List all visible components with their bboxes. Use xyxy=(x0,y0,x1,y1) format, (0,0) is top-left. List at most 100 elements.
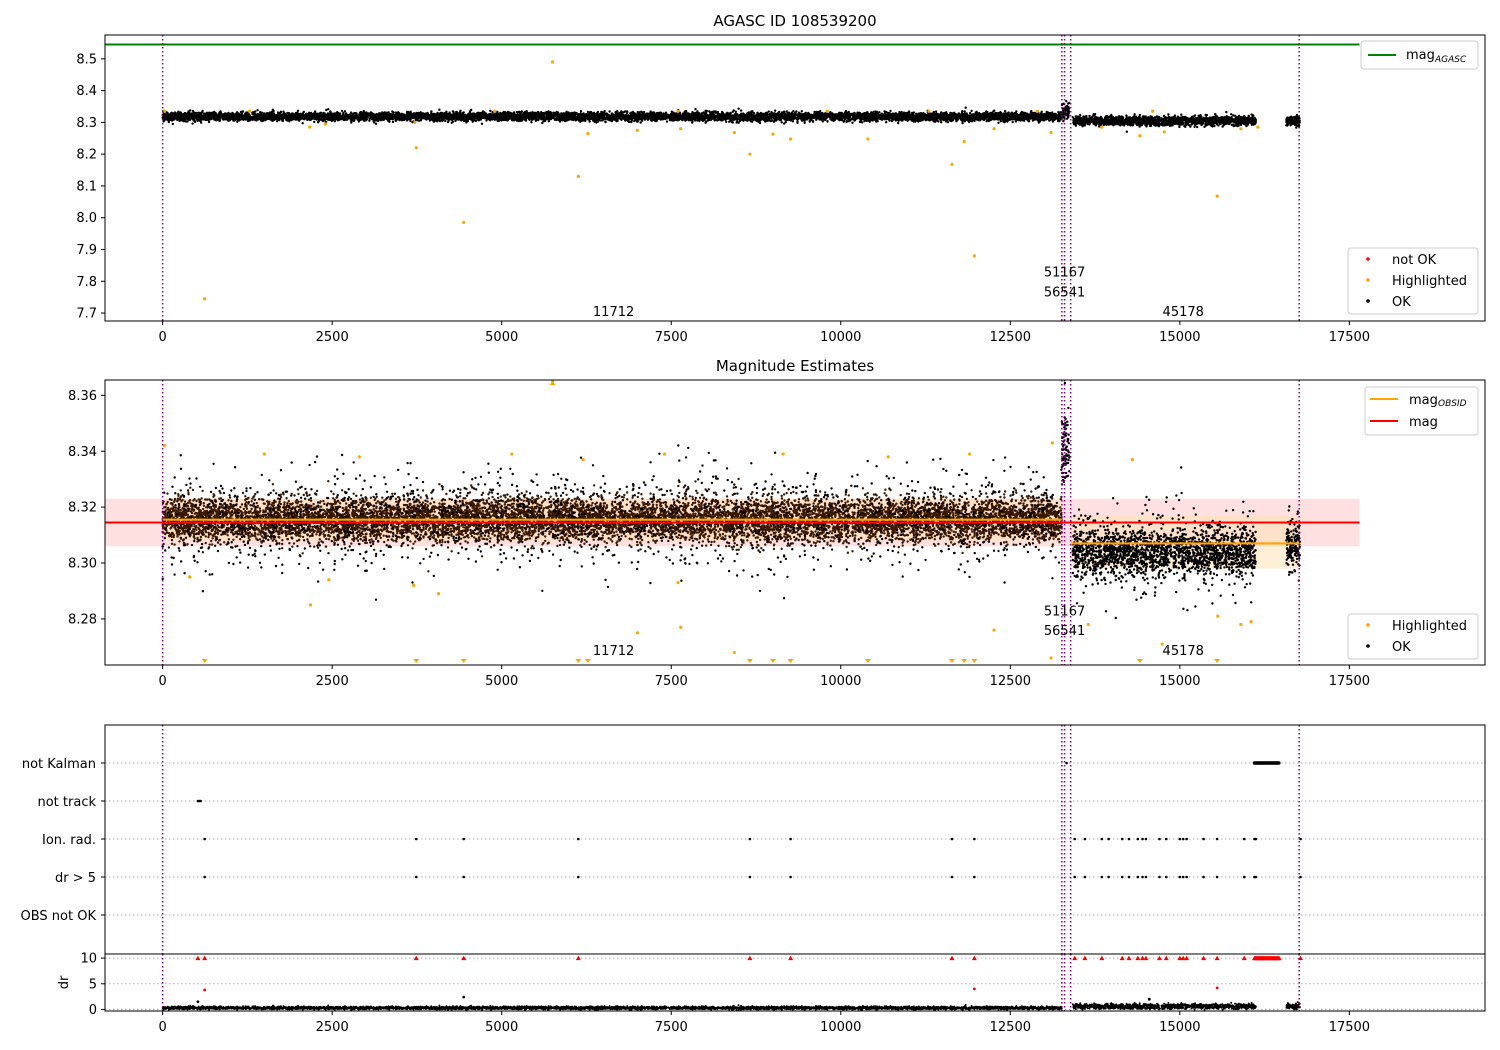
highlighted-point xyxy=(992,628,996,632)
highlighted-limit-marker xyxy=(864,659,871,663)
highlighted-point xyxy=(825,109,829,113)
highlighted-point xyxy=(327,578,331,582)
legend-label: OK xyxy=(1392,640,1411,655)
flag-point xyxy=(1065,761,1068,765)
panel-dr-frame xyxy=(104,953,1486,1012)
dr-clipped-marker xyxy=(575,955,581,961)
panel-dr: 0 2500 5000 7500 10000 12500 15000 17500 0 5 10 dr xyxy=(57,952,1486,1035)
highlighted-point xyxy=(510,452,514,456)
flag-category-label: OBS not OK xyxy=(21,909,97,924)
obsid-label: 45178 xyxy=(1163,644,1204,659)
flag-point xyxy=(950,837,954,841)
x-tick-label: 7500 xyxy=(655,674,688,689)
x-tick-label: 10000 xyxy=(820,330,861,345)
x-tick-label: 12500 xyxy=(990,674,1031,689)
flag-category-label: not track xyxy=(37,795,96,810)
x-tick-label: 17500 xyxy=(1329,674,1370,689)
highlighted-point xyxy=(635,631,639,635)
highlighted-point xyxy=(676,109,680,113)
y-tick-label: 10 xyxy=(80,952,97,967)
flag-point xyxy=(1136,875,1140,879)
flag-point xyxy=(577,837,580,841)
x-tick-label: 10000 xyxy=(820,674,861,689)
flag-point xyxy=(1107,875,1110,879)
x-tick-label: 15000 xyxy=(1159,1020,1200,1035)
legend-label: mag xyxy=(1409,415,1438,430)
dr-clipped-marker xyxy=(1072,955,1078,961)
highlighted-limit-marker xyxy=(948,659,955,663)
y-tick-label: 8.36 xyxy=(68,389,97,404)
x-tick-label: 5000 xyxy=(485,330,518,345)
flag-point xyxy=(1141,875,1144,879)
flag-point xyxy=(1164,837,1168,841)
flag-point xyxy=(1144,837,1148,841)
panel-mag-estimates: 51167 56541 11712 45178 0 2500 5000 7500 10000 12… xyxy=(68,357,1486,689)
flag-point xyxy=(1185,875,1188,879)
ok-point-cloud xyxy=(161,106,1063,126)
dr-clipped-marker xyxy=(1201,955,1207,961)
flag-point xyxy=(199,799,202,803)
highlighted-limit-marker xyxy=(1214,659,1221,663)
highlighted-limit-marker xyxy=(961,659,968,663)
panel-agasc-plot: 51167 56541 11712 45178 xyxy=(105,35,1360,321)
legend-label: Highlighted xyxy=(1392,619,1467,634)
flag-point xyxy=(577,875,580,879)
legend-marker xyxy=(1366,299,1370,303)
legend-label: Highlighted xyxy=(1392,274,1467,289)
legend-marker xyxy=(1366,278,1370,282)
obsid-label: 56541 xyxy=(1044,286,1085,301)
highlighted-point xyxy=(1035,109,1040,113)
dr-clipped-marker xyxy=(1082,955,1088,961)
highlighted-point xyxy=(308,125,312,129)
highlighted-point xyxy=(1049,656,1053,660)
flag-point xyxy=(1242,875,1246,879)
y-tick-label: 7.7 xyxy=(76,307,97,322)
ok-point-cloud xyxy=(1285,1001,1301,1011)
ok-point-cloud xyxy=(1071,110,1257,133)
highlighted-point xyxy=(262,452,266,456)
flag-point xyxy=(1215,837,1219,841)
x-tick-label: 5000 xyxy=(485,674,518,689)
y-tick-label: 8.32 xyxy=(68,501,97,516)
x-tick-label: 7500 xyxy=(655,330,688,345)
dr-clipped-marker xyxy=(747,955,753,961)
highlighted-point xyxy=(586,131,590,136)
flag-point xyxy=(1178,875,1182,879)
dr-clipped-marker xyxy=(1156,955,1162,961)
dr-clipped-marker xyxy=(788,955,794,961)
dr-outlier-point xyxy=(462,995,466,999)
x-tick-label: 0 xyxy=(159,674,167,689)
y-tick-label: 8.4 xyxy=(76,84,97,99)
dr-clipped-marker xyxy=(949,955,955,961)
flag-point xyxy=(973,837,976,841)
highlighted-point xyxy=(437,592,441,596)
x-tick-label: 12500 xyxy=(990,330,1031,345)
y-tick-label: 7.8 xyxy=(76,275,97,290)
flag-point xyxy=(789,837,792,841)
flag-point xyxy=(1083,837,1087,841)
panel-title: AGASC ID 108539200 xyxy=(713,12,876,30)
flag-point xyxy=(1277,761,1281,765)
obsid-label: 51167 xyxy=(1044,266,1085,281)
panel-mag-frame xyxy=(104,379,1486,666)
highlighted-point xyxy=(411,583,416,587)
highlighted-point xyxy=(679,625,683,629)
dr-clipped-marker xyxy=(1119,955,1125,961)
flag-point xyxy=(1083,875,1087,879)
legend-marker xyxy=(1366,623,1370,627)
highlighted-point xyxy=(927,109,931,113)
highlighted-point xyxy=(781,452,785,456)
flag-point xyxy=(1120,837,1124,841)
highlighted-point xyxy=(972,254,976,258)
dr-clipped-marker xyxy=(1126,955,1132,961)
flag-point xyxy=(1181,837,1185,841)
highlighted-limit-marker xyxy=(971,659,978,663)
panel-agasc-frame xyxy=(104,34,1486,322)
legend-marker xyxy=(1366,644,1370,648)
highlighted-point xyxy=(771,132,775,136)
highlighted-point xyxy=(1050,441,1054,445)
flag-point xyxy=(1181,875,1185,879)
x-tick-label: 2500 xyxy=(316,674,349,689)
y-tick-label: 8.34 xyxy=(68,445,97,460)
highlighted-point xyxy=(188,575,192,579)
